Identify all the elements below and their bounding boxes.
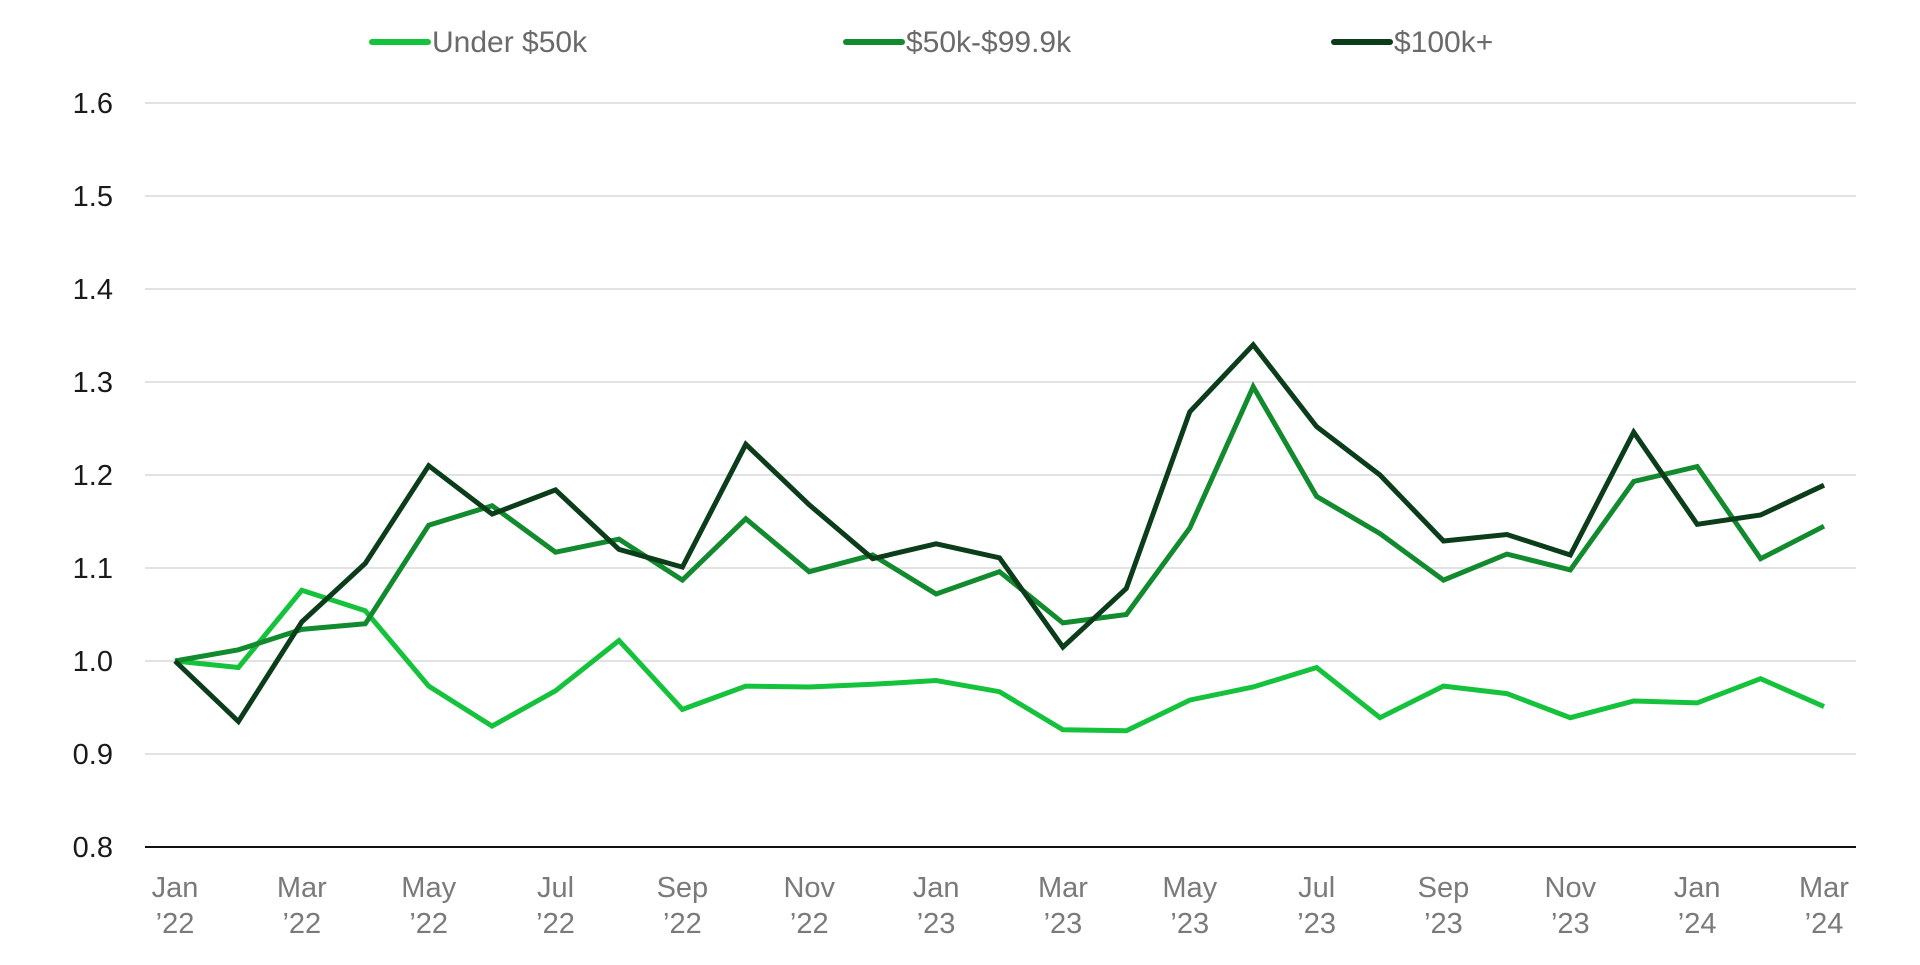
x-tick-label-month: Jan [1674, 872, 1721, 904]
series-line-1 [174, 587, 1826, 734]
x-axis: Jan ’22 Mar ’22 May ’22 Jul ’22 Sep ’22 Nov ’22 Jan ’… [152, 872, 1850, 940]
x-tick-label-month: May [1162, 872, 1217, 904]
y-tick-label: 1.4 [73, 274, 113, 306]
y-tick-label: 1.2 [73, 460, 113, 492]
x-tick-label-year: ’24 [1805, 908, 1844, 940]
x-tick-label-month: Mar [277, 872, 327, 904]
y-tick-label: 1.1 [73, 553, 113, 585]
x-tick-label-year: ’22 [536, 908, 575, 940]
x-tick-label-year: ’24 [1678, 908, 1717, 940]
x-tick-label-month: Nov [783, 872, 835, 904]
x-tick-label-month: Jan [913, 872, 960, 904]
x-tick-label-month: Jan [152, 872, 199, 904]
y-tick-label: 1.5 [73, 181, 113, 213]
legend-label: Under $50k [432, 26, 588, 59]
x-tick-label-month: Jul [537, 872, 574, 904]
legend-label: $100k+ [1394, 26, 1493, 59]
y-tick-label: 1.6 [73, 88, 113, 120]
x-tick-label-year: ’23 [1424, 908, 1463, 940]
x-tick-label-month: Nov [1545, 872, 1597, 904]
x-tick-label-year: ’22 [409, 908, 448, 940]
y-tick-label: 1.3 [73, 367, 113, 399]
legend-label: $50k-$99.9k [906, 26, 1072, 59]
y-tick-label: 0.8 [73, 832, 113, 864]
series-lines [173, 340, 1826, 734]
series-line-3 [173, 340, 1826, 726]
x-tick-label-month: Jul [1298, 872, 1335, 904]
x-tick-label-year: ’23 [1297, 908, 1336, 940]
x-tick-label-year: ’23 [1551, 908, 1590, 940]
gridlines [145, 102, 1856, 848]
x-tick-label-year: ’22 [790, 908, 829, 940]
x-tick-label-year: ’23 [1170, 908, 1209, 940]
x-tick-label-month: Sep [1418, 872, 1470, 904]
x-tick-label-month: Mar [1799, 872, 1849, 904]
x-tick-label-month: Mar [1038, 872, 1088, 904]
series-line-2 [174, 381, 1826, 664]
y-axis: 0.8 0.9 1.0 1.1 1.2 1.3 1.4 1.5 1.6 [73, 88, 113, 864]
x-tick-label-month: May [401, 872, 456, 904]
legend: Under $50k $50k-$99.9k $100k+ [369, 26, 1493, 59]
x-tick-label-year: ’22 [282, 908, 321, 940]
y-tick-label: 0.9 [73, 739, 113, 771]
y-tick-label: 1.0 [73, 646, 113, 678]
x-tick-label-month: Sep [657, 872, 709, 904]
x-tick-label-year: ’22 [156, 908, 195, 940]
x-tick-label-year: ’23 [1044, 908, 1083, 940]
x-tick-label-year: ’22 [663, 908, 702, 940]
x-tick-label-year: ’23 [917, 908, 956, 940]
